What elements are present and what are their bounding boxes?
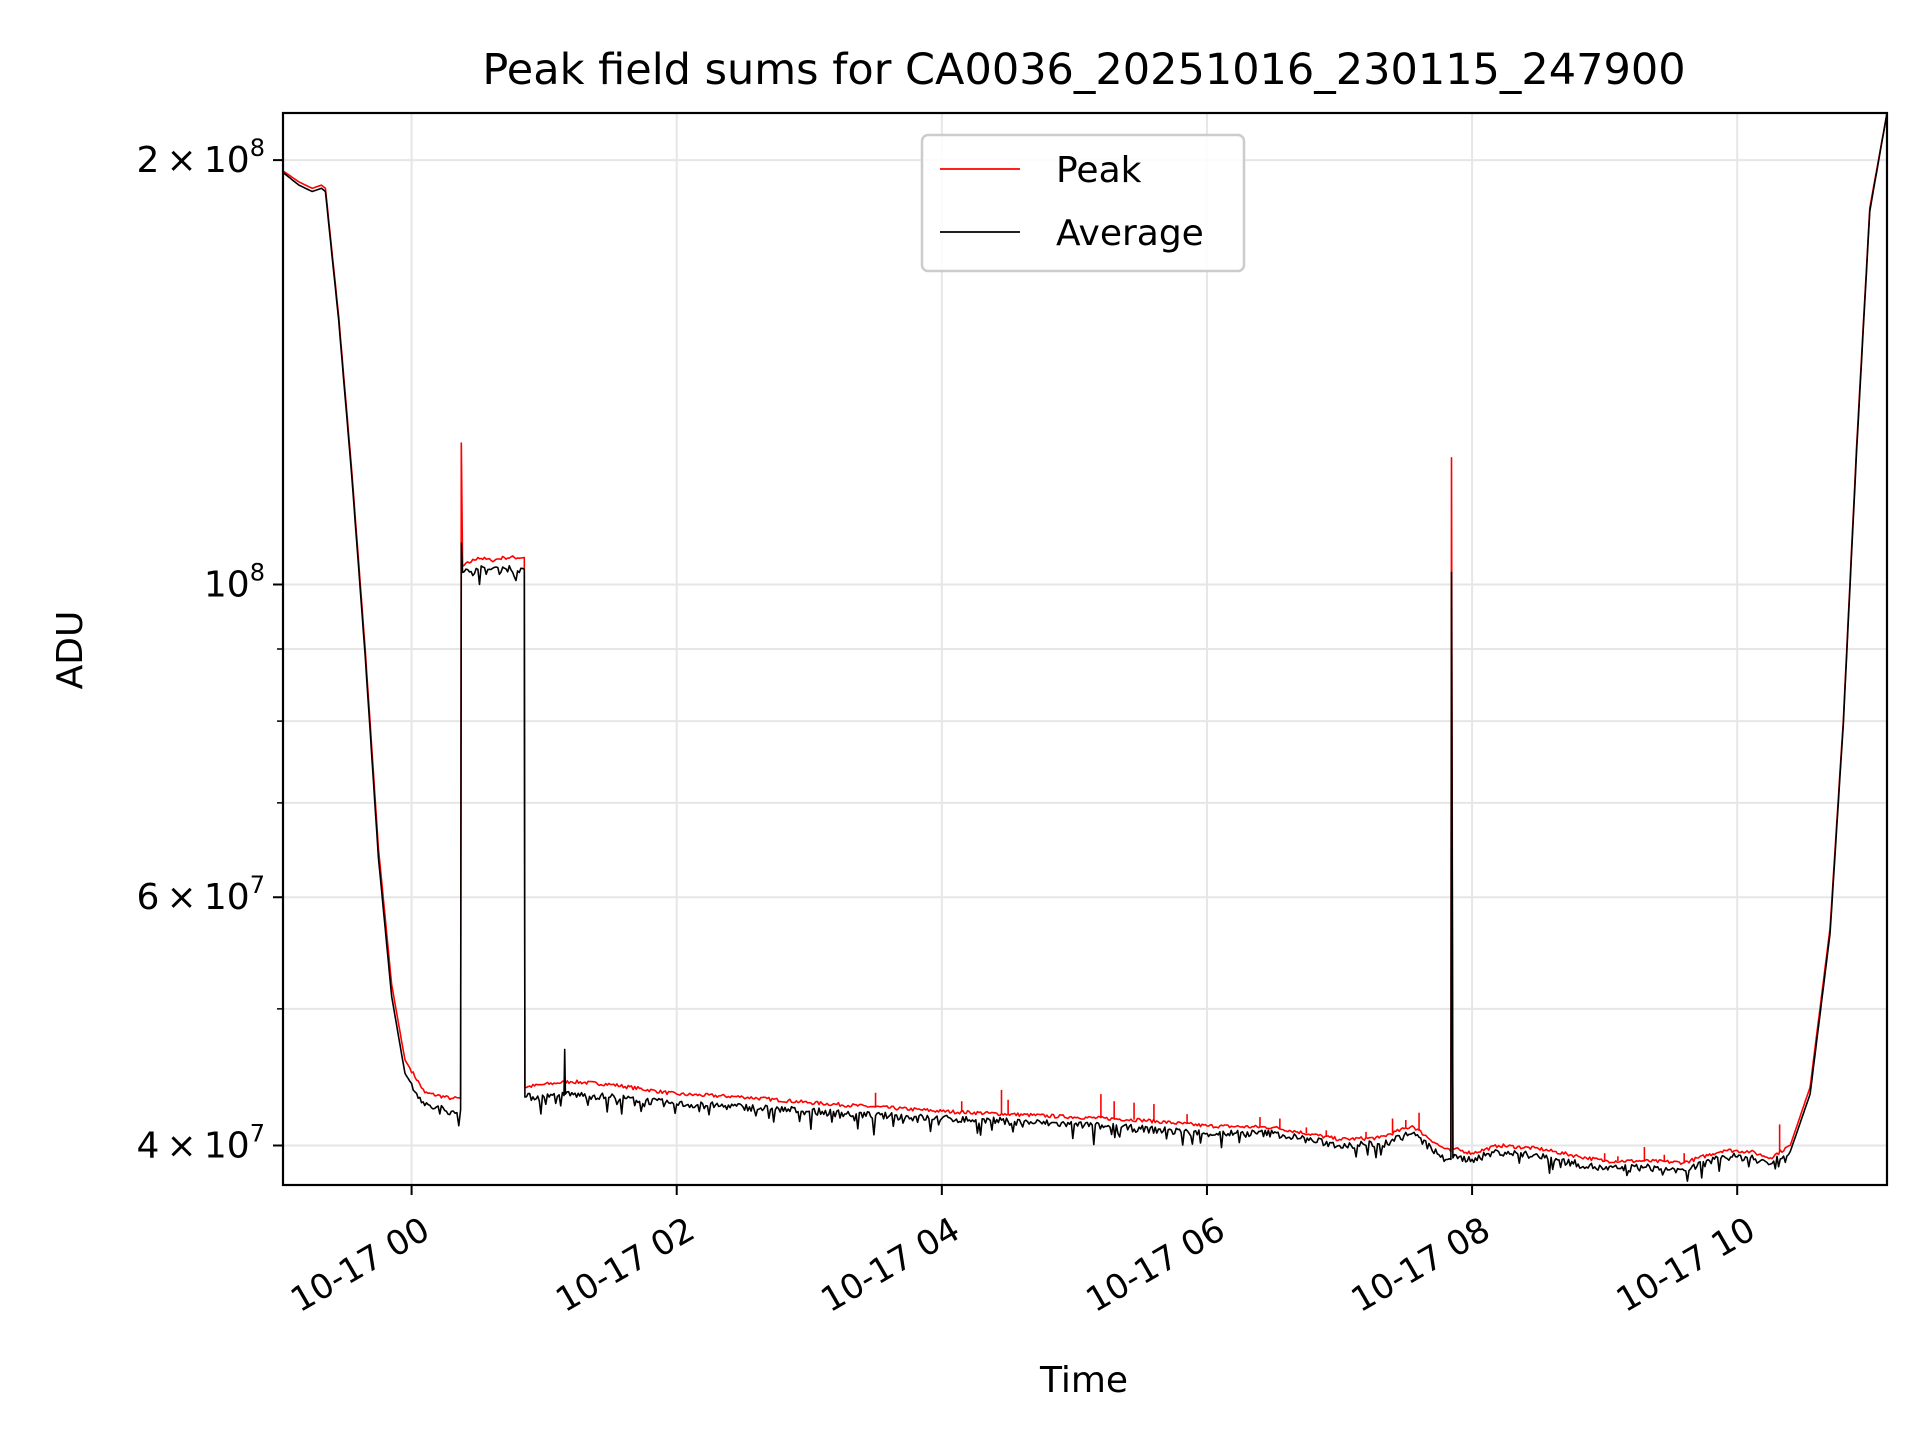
series-peak-line (283, 113, 1887, 1165)
y-axis: 4 × 107 6 × 107 108 2 × 108 (136, 134, 283, 1166)
y-axis-label: ADU (50, 611, 91, 690)
legend-average-label: Average (1056, 213, 1204, 254)
x-axis-label: Time (1039, 1360, 1128, 1401)
y-tick-label: 108 (204, 558, 265, 605)
y-tick-label: 6 × 107 (136, 871, 265, 918)
series-average-line (283, 113, 1887, 1182)
y-tick-label: 4 × 107 (136, 1119, 265, 1166)
y-tick-label: 2 × 108 (136, 134, 265, 181)
legend: Peak Average (920, 133, 1246, 273)
series-layer (283, 113, 1887, 1182)
chart-title: Peak field sums for CA0036_20251016_2301… (482, 45, 1685, 95)
legend-peak-label: Peak (1056, 150, 1142, 191)
